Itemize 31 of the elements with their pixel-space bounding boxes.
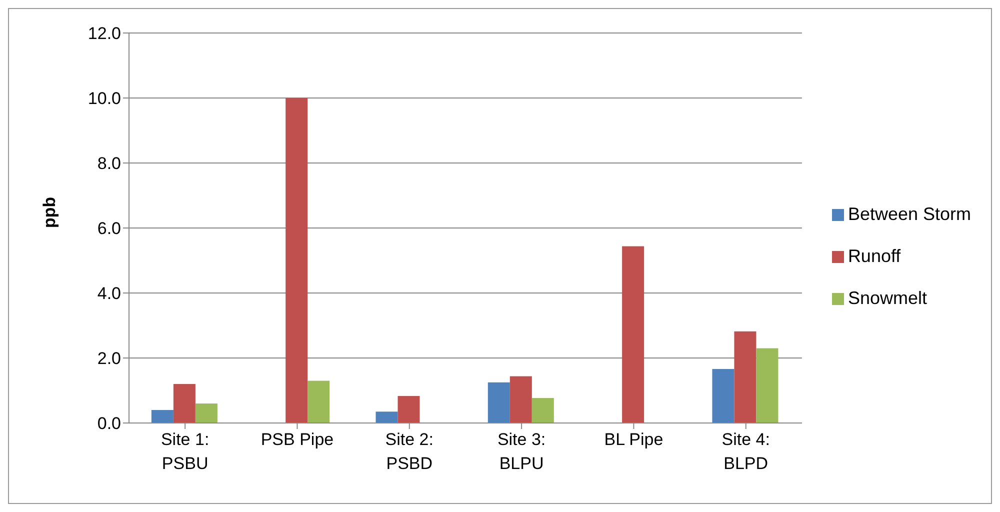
bar bbox=[712, 369, 734, 423]
y-tick-label: 12.0 bbox=[88, 24, 121, 44]
x-tick-label: PSB Pipe bbox=[260, 430, 334, 449]
bar bbox=[488, 382, 510, 423]
y-tick-label: 4.0 bbox=[97, 284, 121, 304]
bar bbox=[734, 331, 756, 423]
bar bbox=[532, 398, 554, 423]
y-tick-label: 2.0 bbox=[97, 349, 121, 368]
y-tick-label: 8.0 bbox=[97, 154, 121, 174]
bar bbox=[286, 98, 308, 423]
bar bbox=[376, 412, 398, 423]
y-axis-title: ppb bbox=[40, 196, 60, 228]
legend-label: Snowmelt bbox=[848, 288, 927, 308]
y-tick-label: 6.0 bbox=[97, 219, 121, 238]
bar bbox=[308, 380, 330, 423]
bar bbox=[398, 396, 420, 423]
bar bbox=[622, 246, 644, 423]
x-tick-label: Site 1: PSBU bbox=[160, 430, 210, 473]
bar bbox=[173, 384, 196, 423]
bar bbox=[195, 404, 218, 423]
x-tick-label: Site 4: BLPD bbox=[722, 430, 770, 473]
legend-label: Runoff bbox=[848, 246, 901, 266]
bar bbox=[151, 410, 174, 423]
bar bbox=[510, 376, 532, 423]
legend-label: Between Storm bbox=[848, 204, 971, 224]
x-tick-label: Site 3: BLPU bbox=[497, 430, 546, 473]
x-tick-label: Site 2: PSBD bbox=[385, 430, 434, 473]
y-tick-label: 10.0 bbox=[88, 89, 121, 108]
x-tick-label: BL Pipe bbox=[604, 430, 664, 449]
y-tick-label: 0.0 bbox=[97, 414, 121, 434]
bar bbox=[756, 348, 778, 423]
